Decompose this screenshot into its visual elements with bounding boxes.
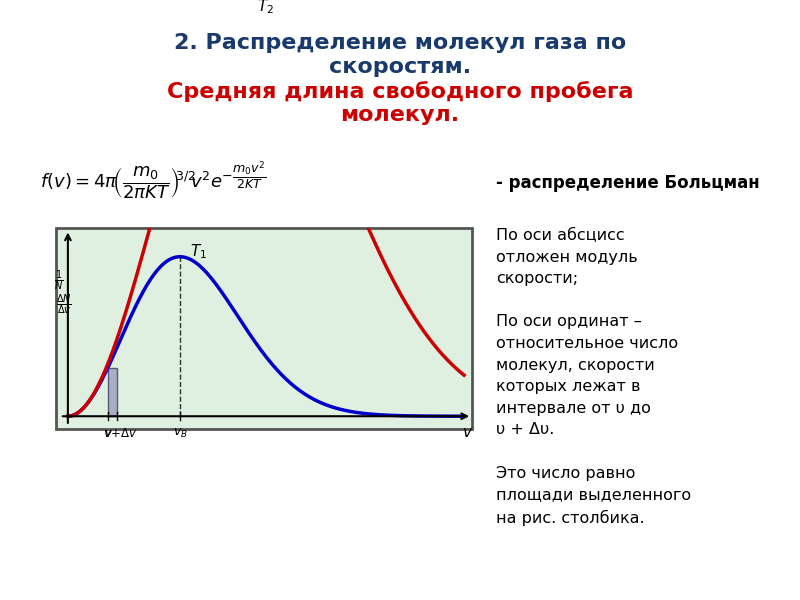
Text: Средняя длина свободного пробега: Средняя длина свободного пробега	[166, 81, 634, 102]
Text: 2. Распределение молекул газа по: 2. Распределение молекул газа по	[174, 33, 626, 53]
Text: $v_B$: $v_B$	[173, 427, 187, 440]
Text: - распределение Больцман: - распределение Больцман	[496, 174, 760, 192]
Text: $\frac{\Delta N}{\Delta v}$: $\frac{\Delta N}{\Delta v}$	[56, 292, 72, 317]
Text: $\frac{1}{N}$: $\frac{1}{N}$	[54, 268, 63, 293]
Text: $T_1$: $T_1$	[190, 243, 207, 262]
Text: молекул.: молекул.	[341, 105, 459, 125]
Text: По оси абсцисс
отложен модуль
скорости;

По оси ординат –
относительное число
мо: По оси абсцисс отложен модуль скорости; …	[496, 228, 691, 526]
Text: $v{+}\Delta v$: $v{+}\Delta v$	[104, 427, 138, 440]
Text: скоростям.: скоростям.	[329, 57, 471, 77]
Text: $T_2$: $T_2$	[258, 0, 274, 16]
Text: $f(v) = 4\pi\!\left(\dfrac{m_0}{2\pi KT}\right)^{\!\!3/2}\!\!v^2 e^{-\dfrac{m_0 : $f(v) = 4\pi\!\left(\dfrac{m_0}{2\pi KT}…	[40, 159, 266, 201]
Text: $v$: $v$	[102, 427, 112, 440]
Text: $v$: $v$	[462, 425, 474, 440]
Bar	[107, 368, 117, 416]
